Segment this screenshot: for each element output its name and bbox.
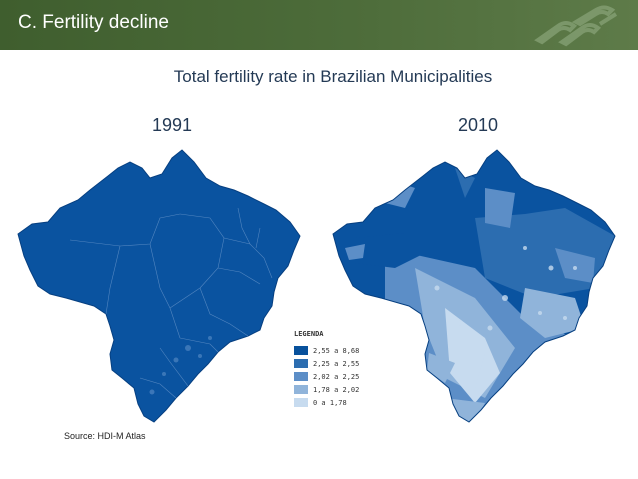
legend-item: 2,55 a 8,68 (294, 344, 374, 357)
legend-swatch (294, 359, 308, 368)
legend-label: 2,25 a 2,55 (313, 359, 360, 368)
chain-logo-icon (534, 5, 618, 47)
legend-title: LEGENDA (294, 330, 324, 338)
legend-label: 0 a 1,78 (313, 398, 347, 407)
legend-label: 2,02 a 2,25 (313, 372, 360, 381)
year-label-1991: 1991 (152, 115, 193, 135)
legend-swatch (294, 346, 308, 355)
slide-title: Total fertility rate in Brazilian Munici… (173, 67, 493, 86)
legend-label: 1,78 a 2,02 (313, 385, 360, 394)
legend-item: 1,78 a 2,02 (294, 383, 374, 396)
year-label-2010: 2010 (458, 115, 499, 135)
legend-swatch (294, 385, 308, 394)
legend-swatch (294, 398, 308, 407)
map-legend: LEGENDA 2,55 a 8,68 2,25 a 2,55 2,02 a 2… (294, 330, 374, 409)
slide-header: C. Fertility decline (0, 0, 638, 50)
legend-item: 2,25 a 2,55 (294, 357, 374, 370)
brazil-map-1991 (17, 149, 301, 423)
section-title: C. Fertility decline (18, 12, 169, 33)
legend-swatch (294, 372, 308, 381)
legend-item: 2,02 a 2,25 (294, 370, 374, 383)
legend-label: 2,55 a 8,68 (313, 346, 360, 355)
brazil-map-2010 (332, 149, 616, 423)
legend-item: 0 a 1,78 (294, 396, 374, 409)
source-note: Source: HDI-M Atlas (64, 431, 146, 441)
